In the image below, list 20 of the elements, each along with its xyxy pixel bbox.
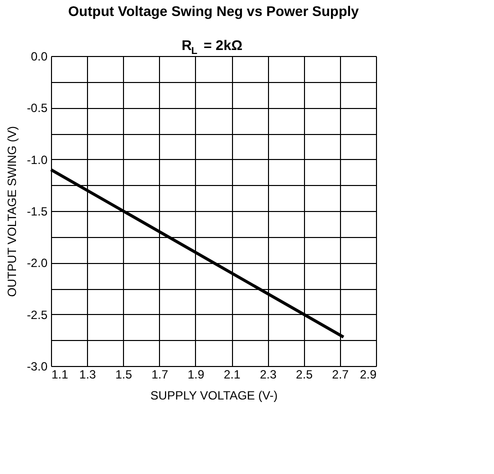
y-axis-title: OUTPUT VOLTAGE SWING (V) [4, 126, 19, 297]
chart-title: Output Voltage Swing Neg vs Power Supply [68, 3, 360, 19]
x-tick-label: 2.9 [360, 368, 377, 382]
y-tick-label: -1.0 [26, 152, 48, 167]
x-tick-label: 1.7 [151, 368, 168, 382]
y-tick-label: -3.0 [26, 360, 48, 374]
y-tick-label: -1.5 [26, 204, 48, 218]
y-tick-label: -2.0 [26, 256, 48, 270]
y-tick-label: -2.5 [26, 308, 48, 322]
x-tick-label: 2.5 [296, 368, 313, 382]
x-tick-label: 1.5 [115, 368, 132, 382]
y-tick-label: 0.0 [30, 50, 48, 64]
x-tick-label: 1.1 [52, 368, 69, 382]
x-tick-label: 2.7 [332, 368, 350, 382]
x-tick-label: 2.3 [260, 368, 277, 382]
x-tick-label: 1.9 [188, 368, 205, 382]
x-axis-title: SUPPLY VOLTAGE (V-) [150, 388, 278, 402]
x-tick-label: 1.3 [79, 368, 96, 382]
y-tick-label: -0.5 [26, 101, 48, 116]
x-tick-label: 2.1 [224, 368, 241, 382]
